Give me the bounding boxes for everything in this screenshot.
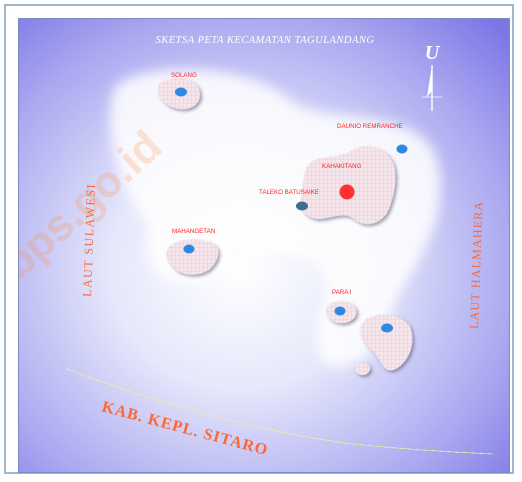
label-kahakitang: KAHAKITANG [322,163,362,170]
island-para-2 [360,314,413,371]
regency-boundary-thin [66,368,494,455]
marker-mahangetan [183,244,195,254]
north-label: U [425,42,441,64]
marker-para-2 [381,323,393,333]
village-markers [175,87,408,333]
map-area: SKETSA PETA KECAMATAN TAGULANDANG U [18,18,510,473]
marker-solang [175,87,187,97]
north-arrow: U [422,42,442,111]
map-canvas: SKETSA PETA KECAMATAN TAGULANDANG U [19,19,509,472]
label-daunio: DAUNIO REMRANCHE [337,123,403,130]
label-sea-east: LAUT HALMAHERA [467,200,485,329]
marker-para-1 [334,306,346,316]
label-solang: SOLANG [171,72,197,79]
marker-taleko [296,201,308,211]
label-mahangetan: MAHANGETAN [172,228,215,235]
marker-daunio [396,144,408,154]
place-labels: SOLANG DAUNIO REMRANCHE KAHAKITANG TALEK… [171,72,403,296]
label-sea-west: LAUT SULAWESI [80,183,98,297]
label-taleko: TALEKO BATUSAIKE [259,189,319,196]
label-para-1: PARA I [332,289,352,296]
marker-capital [339,184,355,200]
map-title: SKETSA PETA KECAMATAN TAGULANDANG [155,35,374,46]
map-frame: SKETSA PETA KECAMATAN TAGULANDANG U [4,4,514,474]
island-small [354,362,371,376]
island-mahangetan [166,239,219,275]
